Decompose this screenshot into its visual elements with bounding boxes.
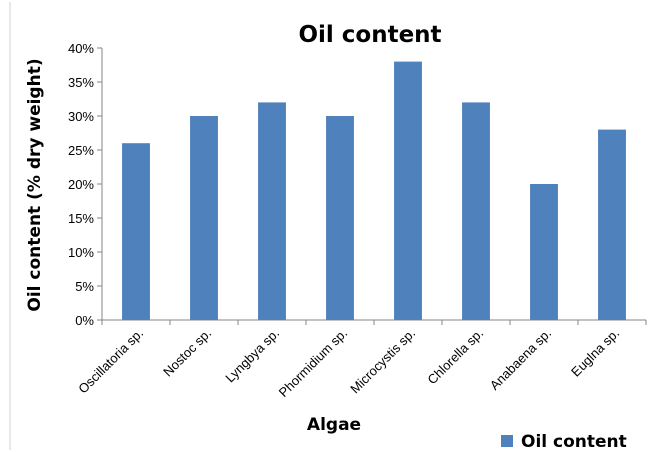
y-tick-label: 25% [68, 143, 94, 158]
bar [530, 184, 558, 320]
legend: Oil content [501, 432, 627, 452]
legend-swatch [501, 435, 513, 447]
y-tick-label: 30% [68, 109, 94, 124]
y-tick-label: 35% [68, 75, 94, 90]
bar [394, 61, 422, 320]
bar [598, 129, 626, 320]
y-tick-label: 0% [75, 313, 94, 328]
x-axis-title: Algae [307, 415, 361, 435]
bar [258, 102, 286, 321]
bar [462, 102, 490, 321]
y-tick-label: 20% [68, 177, 94, 192]
bar [190, 116, 218, 320]
chart-title: Oil content [298, 22, 441, 48]
y-tick-label: 15% [68, 211, 94, 226]
y-tick-label: 10% [68, 245, 94, 260]
y-axis-title: Oil content (% dry weight) [25, 58, 45, 311]
bar [326, 116, 354, 320]
legend-label: Oil content [521, 432, 627, 452]
bar [122, 143, 150, 320]
y-tick-label: 40% [68, 41, 94, 56]
y-tick-label: 5% [75, 279, 94, 294]
